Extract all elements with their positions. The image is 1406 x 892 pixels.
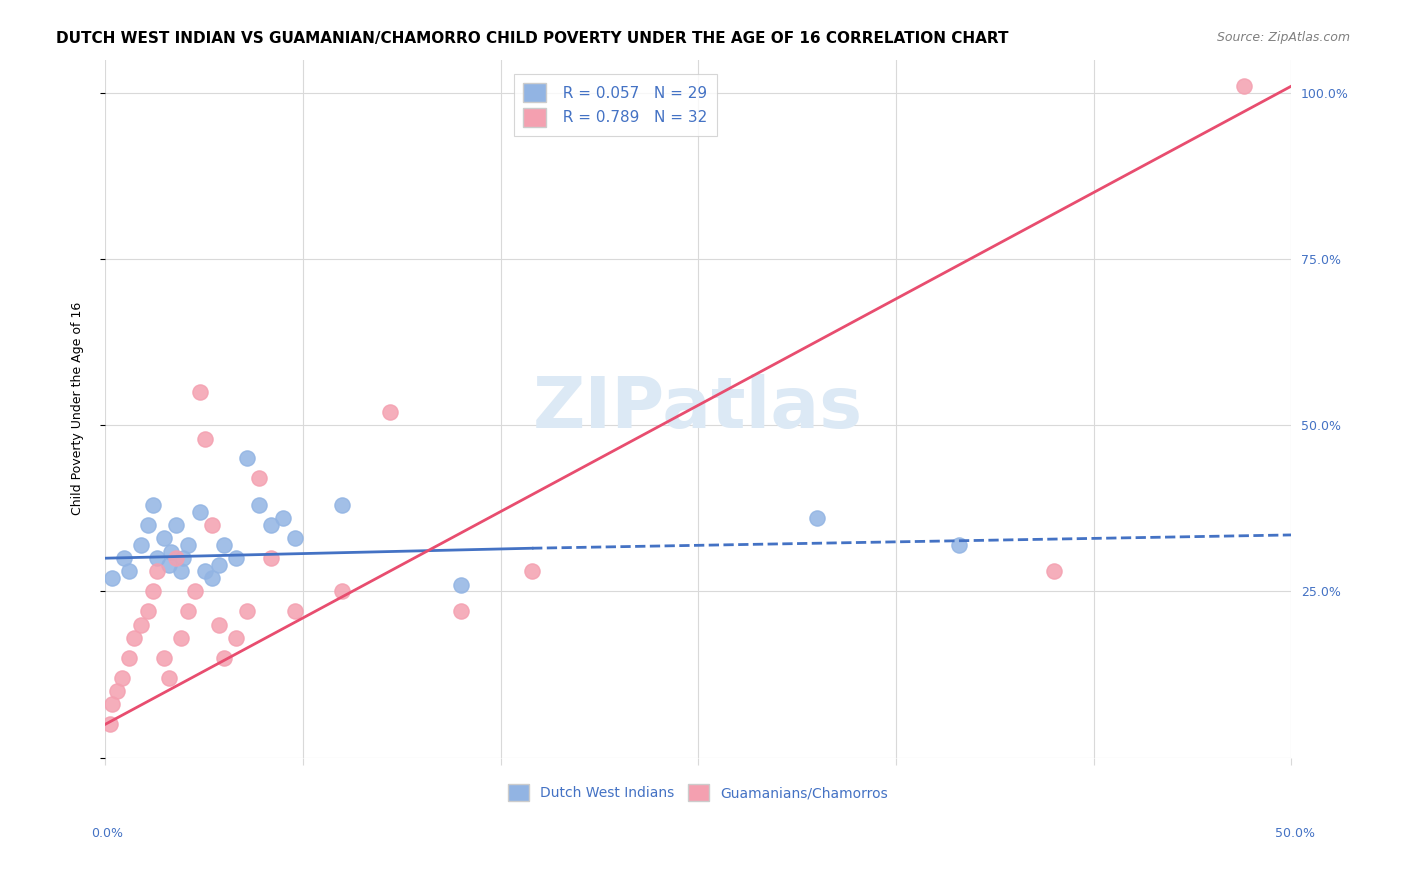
Point (165, 551, 187, 566)
Point (177, 538, 200, 552)
Point (112, 551, 135, 566)
Text: ZIPatlas: ZIPatlas (533, 374, 863, 443)
Point (129, 617, 152, 632)
Point (101, 571, 124, 585)
Legend: Dutch West Indians, Guamanians/Chamorros: Dutch West Indians, Guamanians/Chamorros (503, 779, 894, 806)
Point (157, 558, 180, 572)
Point (172, 551, 194, 566)
Point (247, 471, 270, 485)
Point (105, 684, 128, 698)
Point (157, 671, 180, 685)
Point (194, 565, 217, 579)
Point (146, 551, 169, 566)
Point (260, 551, 283, 566)
Point (284, 604, 307, 618)
Point (153, 651, 176, 665)
Point (201, 518, 224, 533)
Point (141, 584, 163, 599)
Point (118, 651, 141, 665)
Point (225, 631, 247, 645)
Point (247, 498, 270, 512)
Text: 0.0%: 0.0% (91, 827, 124, 839)
Point (284, 531, 307, 545)
Point (378, 405, 401, 419)
Point (111, 671, 134, 685)
Point (225, 551, 247, 566)
Point (136, 518, 159, 533)
Point (1043, 565, 1066, 579)
Text: 50.0%: 50.0% (1275, 827, 1315, 839)
Point (948, 538, 970, 552)
Point (450, 578, 472, 592)
Text: Source: ZipAtlas.com: Source: ZipAtlas.com (1216, 31, 1350, 45)
Point (153, 531, 176, 545)
Point (188, 384, 211, 399)
Point (1233, 79, 1256, 94)
Text: DUTCH WEST INDIAN VS GUAMANIAN/CHAMORRO CHILD POVERTY UNDER THE AGE OF 16 CORREL: DUTCH WEST INDIAN VS GUAMANIAN/CHAMORRO … (56, 31, 1008, 46)
Point (194, 432, 217, 446)
Point (260, 518, 283, 533)
Point (177, 604, 200, 618)
Point (101, 698, 124, 712)
Point (165, 518, 187, 533)
Point (330, 584, 353, 599)
Point (450, 604, 472, 618)
Point (236, 604, 259, 618)
Point (236, 451, 259, 466)
Point (330, 498, 353, 512)
Y-axis label: Child Poverty Under the Age of 16: Child Poverty Under the Age of 16 (72, 302, 84, 516)
Point (129, 538, 152, 552)
Point (170, 565, 193, 579)
Point (160, 544, 183, 558)
Point (118, 565, 141, 579)
Point (98, 717, 121, 731)
Point (208, 558, 231, 572)
Point (188, 505, 211, 519)
Point (208, 617, 231, 632)
Point (170, 631, 193, 645)
Point (271, 511, 294, 525)
Point (146, 565, 169, 579)
Point (201, 571, 224, 585)
Point (184, 584, 207, 599)
Point (141, 498, 163, 512)
Point (806, 511, 828, 525)
Point (520, 565, 543, 579)
Point (212, 538, 235, 552)
Point (212, 651, 235, 665)
Point (136, 604, 159, 618)
Point (122, 631, 145, 645)
